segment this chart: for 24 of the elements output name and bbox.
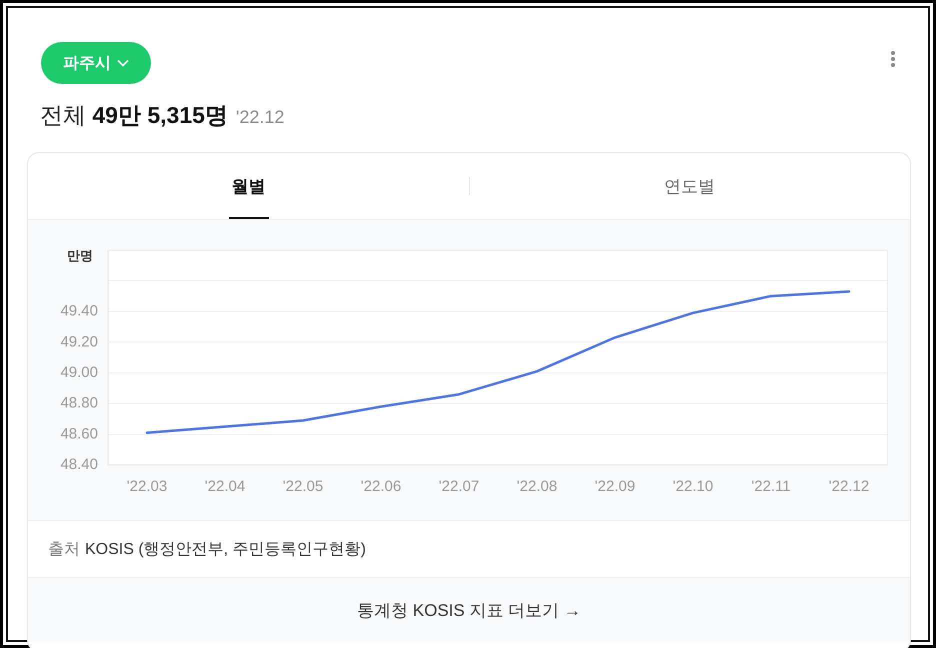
link-button[interactable]: 통계청 KOSIS 지표 더보기 → [28,577,910,642]
y-tick-label: 49.40 [60,302,98,320]
chart-title: 전체 49만 5,315명 [40,102,228,128]
x-tick-label: '22.12 [828,478,870,496]
y-tick-label: 48.60 [60,425,98,442]
x-tick-label: '22.03 [126,478,168,496]
x-tick-label: '22.05 [282,478,324,496]
y-axis-title: 만명 [67,247,93,265]
tab[interactable]: 월별 [28,153,469,219]
x-tick-label: '22.09 [594,478,636,496]
menu-icon[interactable] [890,50,896,68]
tab[interactable]: 연도별 [469,153,910,219]
x-tick-label: '22.08 [516,478,558,496]
y-tick-label: 48.40 [60,456,98,474]
y-tick-label: 49.00 [60,364,98,381]
y-tick-label: 49.20 [60,333,98,350]
x-tick-label: '22.10 [672,478,714,496]
source-note: 출처 KOSIS (행정안전부, 주민등록인구현황) [48,540,366,560]
y-tick-label: 48.80 [60,394,98,412]
x-tick-label: '22.04 [204,478,246,496]
x-tick-label: '22.06 [360,478,402,496]
x-tick-label: '22.07 [438,478,480,496]
chart-subtitle: '22.12 [236,107,284,127]
x-tick-label: '22.11 [751,478,791,496]
